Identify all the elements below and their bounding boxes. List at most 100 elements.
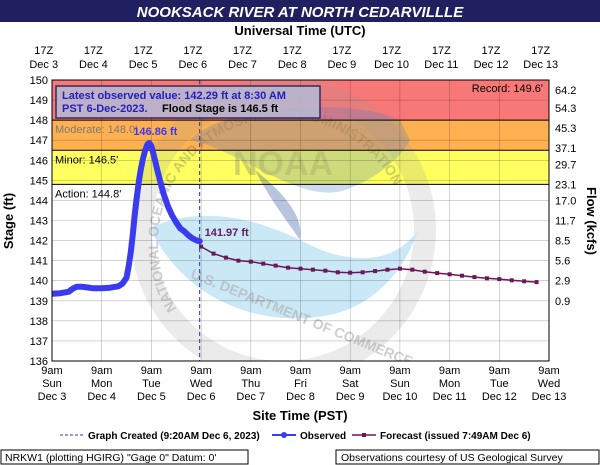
top-tick-label-utc: 17Z <box>84 45 103 57</box>
y-tick-label: 136 <box>30 356 48 368</box>
top-tick-label-date: Dec 3 <box>29 59 58 71</box>
observed-point <box>90 285 96 291</box>
top-tick-label-utc: 17Z <box>382 45 401 57</box>
y2-tick-label: 5.6 <box>555 256 570 268</box>
threshold-record-label: Record: 149.6' <box>472 83 543 95</box>
observed-point <box>130 232 136 238</box>
observed-point <box>74 284 80 290</box>
peak-value-label: 146.86 ft <box>133 126 177 138</box>
y2-tick-label: 2.9 <box>555 276 570 288</box>
top-tick-label-utc: 17Z <box>482 45 501 57</box>
observed-point <box>161 191 167 197</box>
y-tick-label: 139 <box>30 296 48 308</box>
y-tick-label: 147 <box>30 135 48 147</box>
y2-axis-title: Flow (kcfs) <box>584 187 599 255</box>
x-tick-label-time: 9am <box>439 365 460 377</box>
forecast-point <box>348 270 353 275</box>
observed-point <box>150 151 156 157</box>
x-tick-label-date: Dec 3 <box>38 391 67 403</box>
threshold-minor-label: Minor: 146.5' <box>55 154 118 166</box>
y2-tick-label: 17.0 <box>555 195 576 207</box>
y2-tick-label: 37.1 <box>555 143 576 155</box>
forecast-point <box>497 277 502 282</box>
observed-point <box>169 212 175 218</box>
observed-series-line <box>52 140 203 297</box>
forecast-point <box>385 267 390 272</box>
info-box-line1: Latest observed value: 142.29 ft at 8:30… <box>62 90 286 102</box>
x-tick-label-time: 9am <box>190 365 211 377</box>
threshold-action-label: Action: 144.8' <box>55 188 121 200</box>
chart-title: NOOKSACK RIVER AT NORTH CEDARVILLLE <box>137 4 464 21</box>
latest-observation-box: Latest observed value: 142.29 ft at 8:30… <box>55 85 321 119</box>
forecast-point <box>199 244 204 249</box>
latest-value-label: 141.97 ft <box>205 227 249 239</box>
x-tick-label-time: 9am <box>489 365 510 377</box>
y2-tick-label: 45.3 <box>555 123 576 135</box>
footer-right-text: Observations courtesy of US Geological S… <box>341 452 564 464</box>
forecast-point <box>248 259 253 264</box>
observed-point <box>177 226 183 232</box>
top-tick-label-utc: 17Z <box>283 45 302 57</box>
top-tick-label-date: Dec 9 <box>328 59 357 71</box>
x-tick-label-date: Dec 7 <box>236 391 265 403</box>
x-tick-label-date: Dec 5 <box>137 391 166 403</box>
forecast-series-line <box>200 245 537 283</box>
top-tick-label-utc: 17Z <box>233 45 252 57</box>
observed-point <box>140 155 146 161</box>
top-tick-label-date: Dec 8 <box>278 59 307 71</box>
observed-point <box>78 284 84 290</box>
observed-point <box>115 283 121 289</box>
observed-point <box>136 177 142 183</box>
forecast-point <box>323 268 328 273</box>
plot-frame <box>51 79 550 362</box>
observed-point <box>190 236 196 242</box>
y-tick-label: 146 <box>30 155 48 167</box>
observed-point <box>197 238 203 244</box>
top-tick-label-utc: 17Z <box>134 45 153 57</box>
top-tick-label-date: Dec 5 <box>129 59 158 71</box>
x-tick-label-day: Fri <box>294 378 307 390</box>
y-tick-label: 140 <box>30 276 48 288</box>
forecast-point <box>460 273 465 278</box>
forecast-point <box>223 255 228 260</box>
x-tick-label-day: Sun <box>390 378 410 390</box>
band-minor <box>52 150 549 185</box>
forecast-point <box>273 263 278 268</box>
x-tick-label-time: 9am <box>41 365 62 377</box>
observed-point <box>134 193 140 199</box>
watermark-sky <box>190 106 410 193</box>
top-tick-label-utc: 17Z <box>34 45 53 57</box>
x-tick-label-time: 9am <box>91 365 112 377</box>
forecast-point <box>236 258 241 263</box>
y-tick-label: 149 <box>30 95 48 107</box>
forecast-point <box>298 266 303 271</box>
top-tick-label-date: Dec 6 <box>178 59 207 71</box>
forecast-point <box>310 267 315 272</box>
y-axis-title: Stage (ft) <box>1 193 16 249</box>
y-tick-label: 142 <box>30 236 48 248</box>
y2-tick-label: 11.7 <box>555 216 576 228</box>
forecast-point <box>360 270 365 275</box>
y-tick-label: 137 <box>30 336 48 348</box>
observed-point <box>124 275 130 281</box>
footer-left-box <box>0 449 249 465</box>
watermark-noaa-text: NOAA <box>233 145 333 183</box>
observed-point <box>155 168 161 174</box>
forecast-point <box>286 265 291 270</box>
x-tick-label-time: 9am <box>389 365 410 377</box>
observed-point <box>148 143 154 149</box>
y-tick-label: 150 <box>30 75 48 87</box>
observed-point <box>159 184 165 190</box>
legend: Graph Created (9:20AM Dec 6, 2023) Obser… <box>60 431 531 442</box>
x-tick-label-date: Dec 6 <box>187 391 216 403</box>
legend-observed-label: Observed <box>300 431 346 442</box>
forecast-point <box>484 276 489 281</box>
observed-point <box>119 281 125 287</box>
top-tick-label-date: Dec 12 <box>474 59 509 71</box>
y2-tick-label: 23.1 <box>555 179 576 191</box>
y-tick-label: 148 <box>30 115 48 127</box>
info-box-background <box>55 85 321 119</box>
observed-point <box>186 233 192 239</box>
observed-point <box>138 165 144 171</box>
